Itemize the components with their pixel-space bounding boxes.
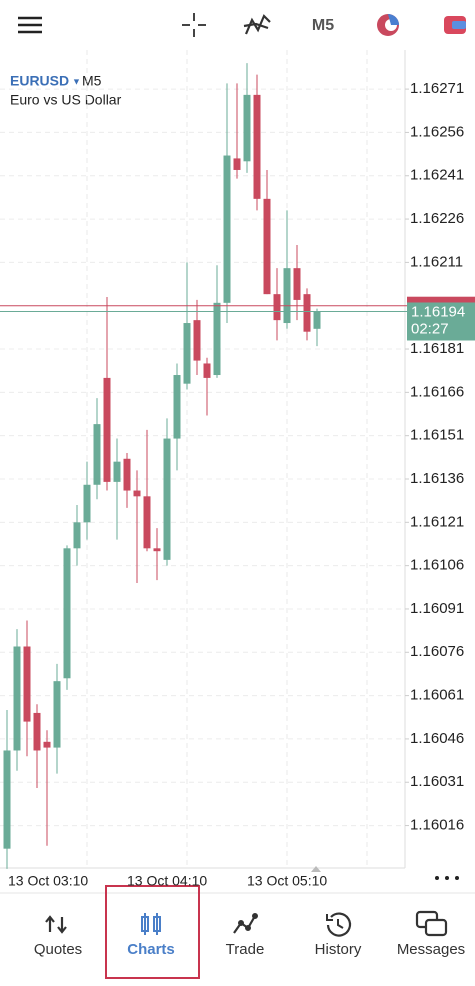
y-tick-label: 1.16091 xyxy=(410,600,464,617)
y-tick-label: 1.16121 xyxy=(410,513,464,530)
nav-label: Trade xyxy=(226,941,265,958)
nav-tab[interactable]: History xyxy=(315,912,362,958)
nav-icon xyxy=(45,915,67,934)
candle-body xyxy=(263,198,271,295)
candle-body xyxy=(23,646,31,722)
candle-body xyxy=(103,377,111,482)
y-tick-label: 1.16241 xyxy=(410,167,464,184)
app-icon[interactable] xyxy=(444,16,466,34)
crosshair-button[interactable] xyxy=(182,13,206,37)
nav-icon xyxy=(326,912,352,937)
candle-body xyxy=(283,268,291,324)
candle-body xyxy=(173,375,181,439)
active-highlight xyxy=(105,885,200,979)
nav-label: Messages xyxy=(397,941,465,958)
candle-body xyxy=(243,94,251,162)
nav-icon xyxy=(141,913,161,935)
candle-body xyxy=(13,646,21,751)
candle-body xyxy=(203,363,211,378)
symbol-dropdown: ▼ xyxy=(72,76,81,86)
y-tick-label: 1.16256 xyxy=(410,123,464,140)
y-tick-label: 1.16211 xyxy=(410,253,463,270)
nav-label: Quotes xyxy=(34,941,82,958)
candle-body xyxy=(223,155,231,303)
bid-label xyxy=(407,302,475,341)
bid-timer: 02:27 xyxy=(411,320,449,337)
symbol[interactable]: EURUSD xyxy=(10,73,69,89)
x-tick-label: 13 Oct 04:10 xyxy=(127,873,207,889)
nav-tab[interactable]: Messages xyxy=(397,910,465,958)
candle-body xyxy=(93,424,101,485)
nav-label: History xyxy=(315,941,362,958)
candle-body xyxy=(273,294,281,321)
chart-timeframe: M5 xyxy=(82,73,102,89)
nav-icon xyxy=(233,913,258,934)
candle-body xyxy=(163,438,171,560)
nav-icon xyxy=(415,910,448,937)
nav-tab[interactable]: Quotes xyxy=(34,915,82,958)
candle-body xyxy=(33,712,41,751)
scroll-marker xyxy=(311,866,321,872)
nav-tab[interactable]: Trade xyxy=(226,913,265,958)
y-tick-label: 1.16106 xyxy=(410,557,464,574)
nav-tab[interactable]: Charts xyxy=(105,885,200,979)
menu-button[interactable] xyxy=(18,16,42,34)
candle-body xyxy=(303,294,311,332)
candle-body xyxy=(253,94,261,199)
candle-body xyxy=(183,323,191,384)
y-tick-label: 1.16271 xyxy=(410,80,464,97)
y-tick-label: 1.16136 xyxy=(410,470,464,487)
candle-body xyxy=(83,484,91,523)
candle-body xyxy=(43,741,51,748)
candle-body xyxy=(143,496,151,549)
y-tick-label: 1.16016 xyxy=(410,817,464,834)
y-tick-label: 1.16031 xyxy=(410,773,464,790)
x-tick-label: 13 Oct 03:10 xyxy=(8,873,88,889)
candle-body xyxy=(123,458,131,491)
candle-body xyxy=(293,268,301,300)
nav-label: Charts xyxy=(127,941,175,958)
timeframe-button[interactable]: M5 xyxy=(312,17,334,34)
y-tick-label: 1.16046 xyxy=(410,730,464,747)
candle-body xyxy=(153,548,161,552)
app-icon[interactable] xyxy=(377,14,399,36)
y-tick-label: 1.16151 xyxy=(410,427,464,444)
symbol-description: Euro vs US Dollar xyxy=(10,92,122,108)
y-tick-label: 1.16166 xyxy=(410,383,464,400)
candle-body xyxy=(313,311,321,329)
candle-body xyxy=(73,522,81,549)
candle-body xyxy=(3,750,11,849)
bid-price: 1.16194 xyxy=(411,303,465,320)
candle-body xyxy=(133,490,141,497)
chart xyxy=(0,50,406,869)
y-tick-label: 1.16181 xyxy=(410,340,464,357)
bottom-nav: Quotes Charts Trade History Messages xyxy=(34,885,465,979)
candle-body xyxy=(233,158,241,170)
indicators-button[interactable] xyxy=(243,14,271,35)
candle-body xyxy=(213,302,221,376)
candle-body xyxy=(53,681,61,748)
y-tick-label: 1.16226 xyxy=(410,210,464,227)
y-tick-label: 1.16076 xyxy=(410,643,464,660)
candle-body xyxy=(63,548,71,679)
y-tick-label: 1.16061 xyxy=(410,687,464,704)
more-button[interactable] xyxy=(435,876,459,880)
candle-body xyxy=(193,320,201,361)
candle-body xyxy=(113,461,121,482)
x-tick-label: 13 Oct 05:10 xyxy=(247,873,327,889)
